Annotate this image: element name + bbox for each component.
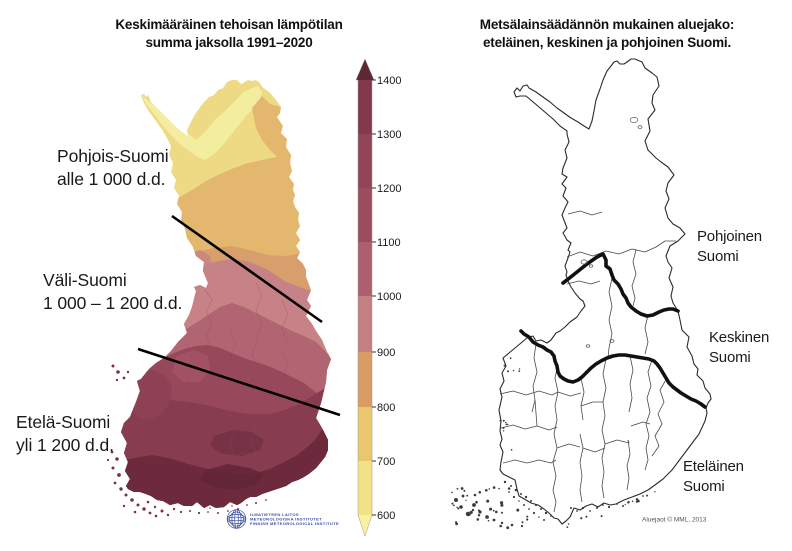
svg-text:700: 700 xyxy=(377,456,395,468)
svg-text:1000: 1000 xyxy=(377,291,401,303)
svg-text:600: 600 xyxy=(377,510,395,522)
svg-text:METEOROLOGISKA INSTITUTET: METEOROLOGISKA INSTITUTET xyxy=(250,517,322,522)
svg-text:1200: 1200 xyxy=(377,183,401,195)
svg-text:1100: 1100 xyxy=(377,237,401,249)
svg-text:1300: 1300 xyxy=(377,129,401,141)
svg-text:FINNISH METEOROLOGICAL INSTITU: FINNISH METEOROLOGICAL INSTITUTE xyxy=(250,521,339,526)
svg-text:Aluejaot © MML, 2013: Aluejaot © MML, 2013 xyxy=(642,516,707,524)
svg-text:800: 800 xyxy=(377,402,395,414)
svg-text:ILMATIETEEN LAITOS: ILMATIETEEN LAITOS xyxy=(250,512,299,517)
svg-text:900: 900 xyxy=(377,347,395,359)
svg-text:1400: 1400 xyxy=(377,75,401,87)
